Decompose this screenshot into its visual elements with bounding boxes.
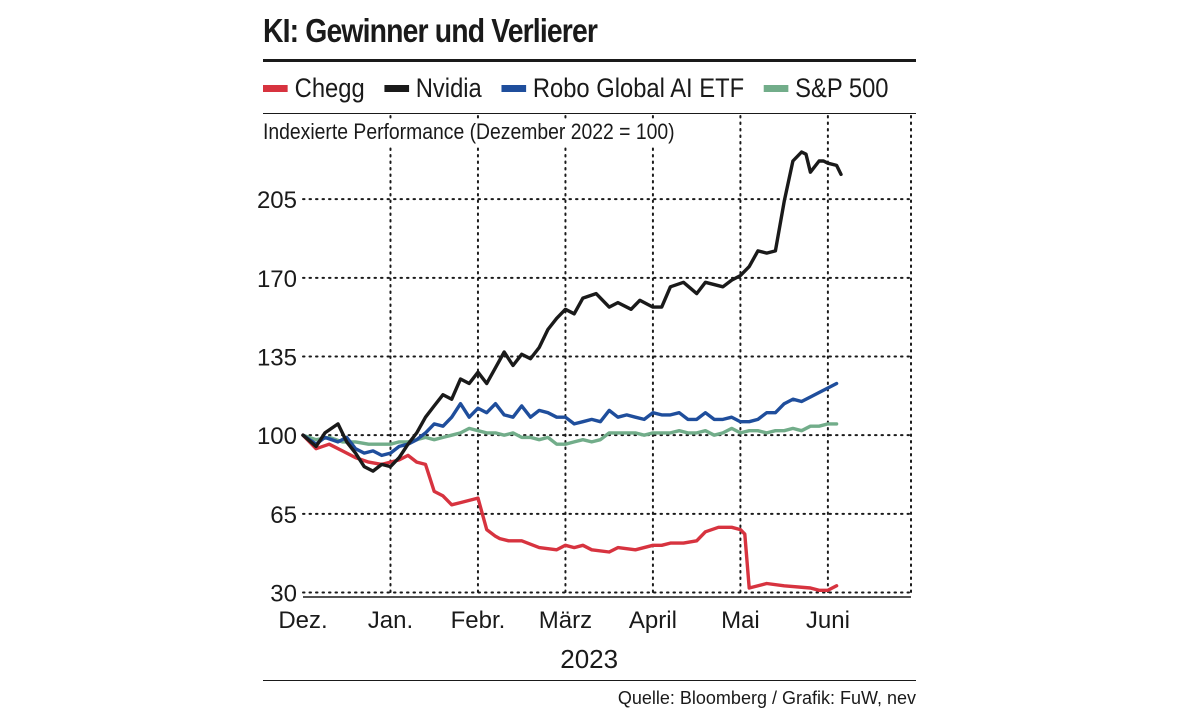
legend-label-chegg: Chegg bbox=[294, 72, 365, 103]
series-line-sp-500 bbox=[301, 422, 839, 446]
legend-item-sp-500: S&P 500 bbox=[763, 72, 889, 104]
x-tick-label: Febr. bbox=[451, 607, 506, 634]
x-tick-label: Mai bbox=[721, 607, 760, 634]
y-tick-label: 135 bbox=[257, 345, 297, 372]
y-tick-label: 170 bbox=[257, 266, 297, 293]
series-line-nvidia bbox=[301, 150, 843, 473]
chart-title: KI: Gewinner und Verlierer bbox=[263, 12, 598, 49]
y-tick-label: 65 bbox=[270, 502, 297, 529]
y-tick-label: 100 bbox=[257, 423, 297, 450]
y-tick-label: 205 bbox=[257, 187, 297, 214]
chart-subtitle: Indexierte Performance (Dezember 2022 = … bbox=[263, 119, 679, 145]
legend-item-chegg: Chegg bbox=[263, 73, 365, 104]
x-tick-label: April bbox=[629, 607, 677, 634]
legend-swatch-chegg bbox=[263, 84, 288, 92]
series-line-chegg bbox=[301, 433, 839, 592]
footer-rule bbox=[263, 680, 916, 681]
legend-swatch-robo-global-ai-etf bbox=[501, 84, 526, 92]
legend-item-nvidia: Nvidia bbox=[384, 73, 482, 104]
x-tick-label: Jan. bbox=[368, 607, 413, 634]
legend-item-robo-global-ai-etf: Robo Global AI ETF bbox=[501, 73, 744, 104]
series-line-robo-global-ai-etf bbox=[301, 381, 839, 458]
legend-swatch-nvidia bbox=[384, 84, 409, 92]
legend-label-nvidia: Nvidia bbox=[415, 72, 482, 103]
x-tick-label: Dez. bbox=[278, 607, 327, 634]
x-tick-label: Juni bbox=[806, 607, 850, 634]
legend-rule bbox=[263, 113, 916, 114]
legend-label-sp-500: S&P 500 bbox=[795, 72, 889, 103]
x-tick-label: März bbox=[539, 607, 592, 634]
legend: Chegg Nvidia Robo Global AI ETF S&P 500 bbox=[263, 70, 908, 106]
legend-label-robo-global-ai-etf: Robo Global AI ETF bbox=[532, 72, 745, 103]
y-tick-label: 30 bbox=[270, 581, 297, 608]
legend-swatch-sp-500 bbox=[763, 84, 789, 92]
title-rule bbox=[263, 59, 916, 62]
source-note: Quelle: Bloomberg / Grafik: FuW, nev bbox=[617, 688, 916, 708]
x-axis-label: 2023 bbox=[560, 644, 618, 674]
